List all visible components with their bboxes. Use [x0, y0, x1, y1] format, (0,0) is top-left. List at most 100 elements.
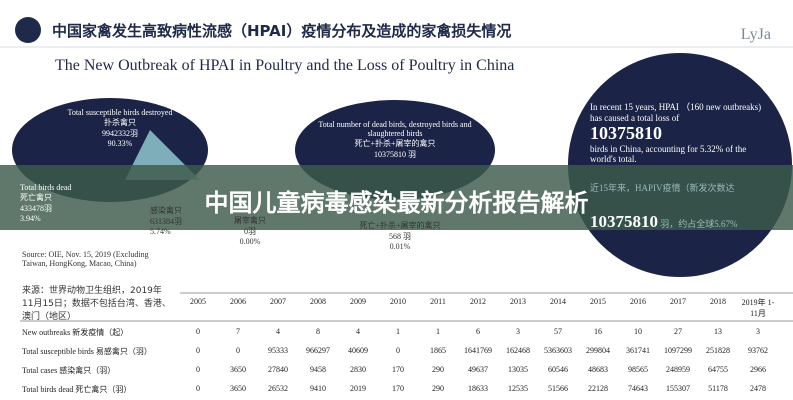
column-header: 2012 [470, 297, 486, 306]
text: 死亡+扑杀+屠宰的禽只 [354, 139, 436, 148]
cell: 361741 [626, 346, 650, 355]
banner-band [0, 165, 793, 230]
cell: 6 [476, 327, 480, 336]
row-label: Total cases 感染禽只（羽） [22, 366, 116, 375]
cell: 0 [196, 365, 200, 374]
cell: 162468 [506, 346, 530, 355]
column-header: 2010 [390, 297, 406, 306]
text: 0.01% [389, 242, 411, 251]
column-header: 2019年 1-11月 [741, 298, 775, 318]
label: 死亡+扑杀+屠宰的禽只 568 羽 0.01% [345, 220, 455, 251]
header-dot [15, 17, 41, 43]
text: 感染禽只 [150, 206, 182, 215]
cell: 155307 [666, 384, 690, 393]
cell: 1641769 [464, 346, 492, 355]
text: In recent 15 years, HPAI （160 new outbre… [590, 102, 762, 123]
cell: 95333 [268, 346, 288, 355]
label: In recent 15 years, HPAI （160 new outbre… [590, 100, 765, 164]
row-label: Total birds dead 死亡禽只（羽） [22, 385, 132, 394]
cell: 3650 [230, 384, 246, 393]
label: Total number of dead birds, destroyed bi… [305, 120, 485, 160]
cell: 51566 [548, 384, 568, 393]
cell: 170 [392, 384, 404, 393]
source-cn: 来源：世界动物卫生组织，2019年11月15日；数据不包括台湾、香港、澳门（地区… [22, 286, 171, 322]
banner-title: 中国儿童病毒感染最新分析报告解析 [204, 189, 589, 217]
cell: 251828 [706, 346, 730, 355]
text: 433478羽 [20, 204, 52, 213]
text: Total birds dead [20, 183, 72, 192]
column-header: 2007 [270, 297, 286, 306]
cell: 5363603 [544, 346, 572, 355]
text: birds in China, accounting for 5.32% of … [590, 144, 747, 164]
cell: 60546 [548, 365, 568, 374]
cell: 8 [316, 327, 320, 336]
cell: 3 [516, 327, 520, 336]
cell: 13 [714, 327, 722, 336]
text: 0.00% [239, 237, 261, 246]
cell: 248959 [666, 365, 690, 374]
cell: 27 [674, 327, 682, 336]
cell: 27840 [268, 365, 288, 374]
title-cn: 中国家禽发生高致病性流感（HPAI）疫情分布及造成的家禽损失情况 [52, 22, 512, 40]
cell: 2478 [750, 384, 766, 393]
text: 10375810 羽 [374, 150, 416, 159]
text: 631384羽 [150, 217, 182, 226]
cell: 170 [392, 365, 404, 374]
cell: 2966 [750, 365, 766, 374]
logo: LyJa [740, 26, 771, 43]
cell: 0 [196, 327, 200, 336]
text: 死亡禽只 [20, 193, 52, 202]
cell: 57 [554, 327, 562, 336]
title-en: The New Outbreak of HPAI in Poultry and … [55, 57, 515, 74]
row-label: New outbreaks 新发疫情（起） [22, 328, 129, 337]
cell: 16 [594, 327, 602, 336]
column-header: 2015 [590, 297, 606, 306]
cell: 0 [196, 346, 200, 355]
text: 9942332羽 [102, 129, 138, 138]
text: 扑杀禽只 [104, 118, 136, 127]
cell: 1097299 [664, 346, 692, 355]
label: Total susceptible birds destroyed 扑杀禽只 994… [60, 108, 180, 148]
column-header: 2013 [510, 297, 526, 306]
cell: 10 [634, 327, 642, 336]
label: 感染禽只 631384羽 5.74% [150, 205, 210, 236]
cell: 4 [276, 327, 280, 336]
cell: 1 [396, 327, 400, 336]
cell: 93762 [748, 346, 768, 355]
cell: 49637 [468, 365, 488, 374]
text: 10375810 [590, 123, 662, 143]
cell: 9410 [310, 384, 326, 393]
cell: 51178 [708, 384, 728, 393]
cell: 0 [236, 346, 240, 355]
text: 近15年来，HAPIV疫情（新发次数达 [590, 183, 735, 193]
cell: 98565 [628, 365, 648, 374]
cell: 1 [436, 327, 440, 336]
text: 0羽 [244, 227, 256, 236]
cell: 2830 [350, 365, 366, 374]
cell: 0 [396, 346, 400, 355]
text: Total susceptible birds destroyed [67, 108, 173, 117]
cell: 0 [196, 384, 200, 393]
cell: 1865 [430, 346, 446, 355]
label: 10375810 羽，约占全球5.67% [590, 212, 738, 232]
cell: 7 [236, 327, 240, 336]
column-header: 2009 [350, 297, 366, 306]
cell: 3650 [230, 365, 246, 374]
label: Total birds dead 死亡禽只 433478羽 3.94% [20, 183, 90, 223]
cell: 299804 [586, 346, 610, 355]
column-header: 2016 [630, 297, 646, 306]
text: 屠宰禽只 [234, 216, 266, 225]
column-header: 2005 [190, 297, 206, 306]
text: 90.33% [107, 139, 133, 148]
cell: 290 [432, 384, 444, 393]
text: 3.94% [20, 214, 41, 223]
cell: 18633 [468, 384, 488, 393]
cell: 26532 [268, 384, 288, 393]
text: 死亡+扑杀+屠宰的禽只 [359, 221, 441, 230]
column-header: 2017 [670, 297, 686, 306]
column-header: 2006 [230, 297, 246, 306]
cell: 13035 [508, 365, 528, 374]
label: 屠宰禽只 0羽 0.00% [215, 215, 285, 246]
